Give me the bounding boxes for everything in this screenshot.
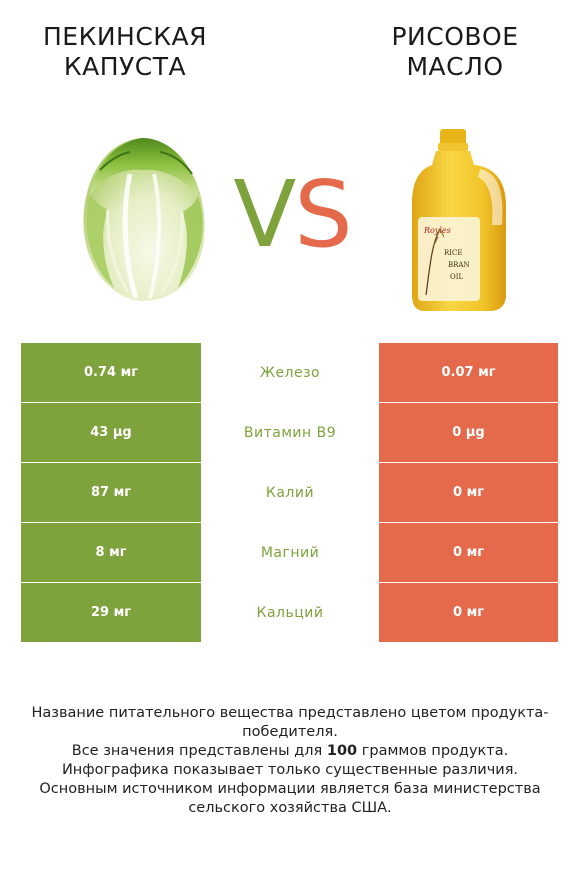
footer-line-2: Все значения представлены для 100 граммо… — [20, 742, 560, 761]
chinese-cabbage-image — [83, 138, 205, 301]
vs-s: S — [294, 161, 352, 268]
table-row: 87 мг Калий 0 мг — [21, 463, 558, 522]
left-value: 0.74 мг — [21, 343, 201, 402]
footer-line-2-post: граммов продукта. — [357, 743, 509, 759]
nutrient-name: Магний — [201, 523, 379, 582]
vs-v: V — [233, 161, 296, 268]
vs-label: VS — [222, 160, 362, 270]
table-row: 43 µg Витамин B9 0 µg — [21, 403, 558, 462]
table-row: 8 мг Магний 0 мг — [21, 523, 558, 582]
bottle-label-line2: BRAN — [448, 261, 470, 269]
nutrient-name: Железо — [201, 343, 379, 402]
product-left-title: ПЕКИНСКАЯ КАПУСТА — [42, 22, 208, 81]
nutrient-comparison-table: 0.74 мг Железо 0.07 мг 43 µg Витамин B9 … — [21, 343, 558, 643]
right-value: 0 мг — [379, 583, 558, 642]
bottle-brand: Royles — [423, 226, 451, 235]
right-value: 0 µg — [379, 403, 558, 462]
bottle-label-line3: OIL — [450, 273, 464, 281]
footer-notes: Название питательного вещества представл… — [20, 704, 560, 818]
footer-line-2-bold: 100 — [326, 743, 358, 759]
product-right-title: РИСОВОЕ МАСЛО — [391, 22, 519, 81]
right-value: 0.07 мг — [379, 343, 558, 402]
table-row: 0.74 мг Железо 0.07 мг — [21, 343, 558, 402]
right-value: 0 мг — [379, 523, 558, 582]
left-value: 8 мг — [21, 523, 201, 582]
footer-line-3: Инфографика показывает только существенн… — [61, 762, 519, 778]
footer-line-4: Основным источником информации является … — [39, 781, 541, 816]
rice-bran-oil-bottle-image: Royles RICE BRAN OIL — [412, 129, 506, 311]
footer-line-2-pre: Все значения представлены для — [71, 743, 327, 759]
bottle-label-line1: RICE — [444, 249, 463, 257]
nutrient-name: Калий — [201, 463, 379, 522]
table-row: 29 мг Кальций 0 мг — [21, 583, 558, 642]
left-value: 87 мг — [21, 463, 201, 522]
nutrient-name: Кальций — [201, 583, 379, 642]
left-value: 29 мг — [21, 583, 201, 642]
footer-line-1: Название питательного вещества представл… — [31, 705, 549, 740]
left-value: 43 µg — [21, 403, 201, 462]
nutrient-name: Витамин B9 — [201, 403, 379, 462]
right-value: 0 мг — [379, 463, 558, 522]
